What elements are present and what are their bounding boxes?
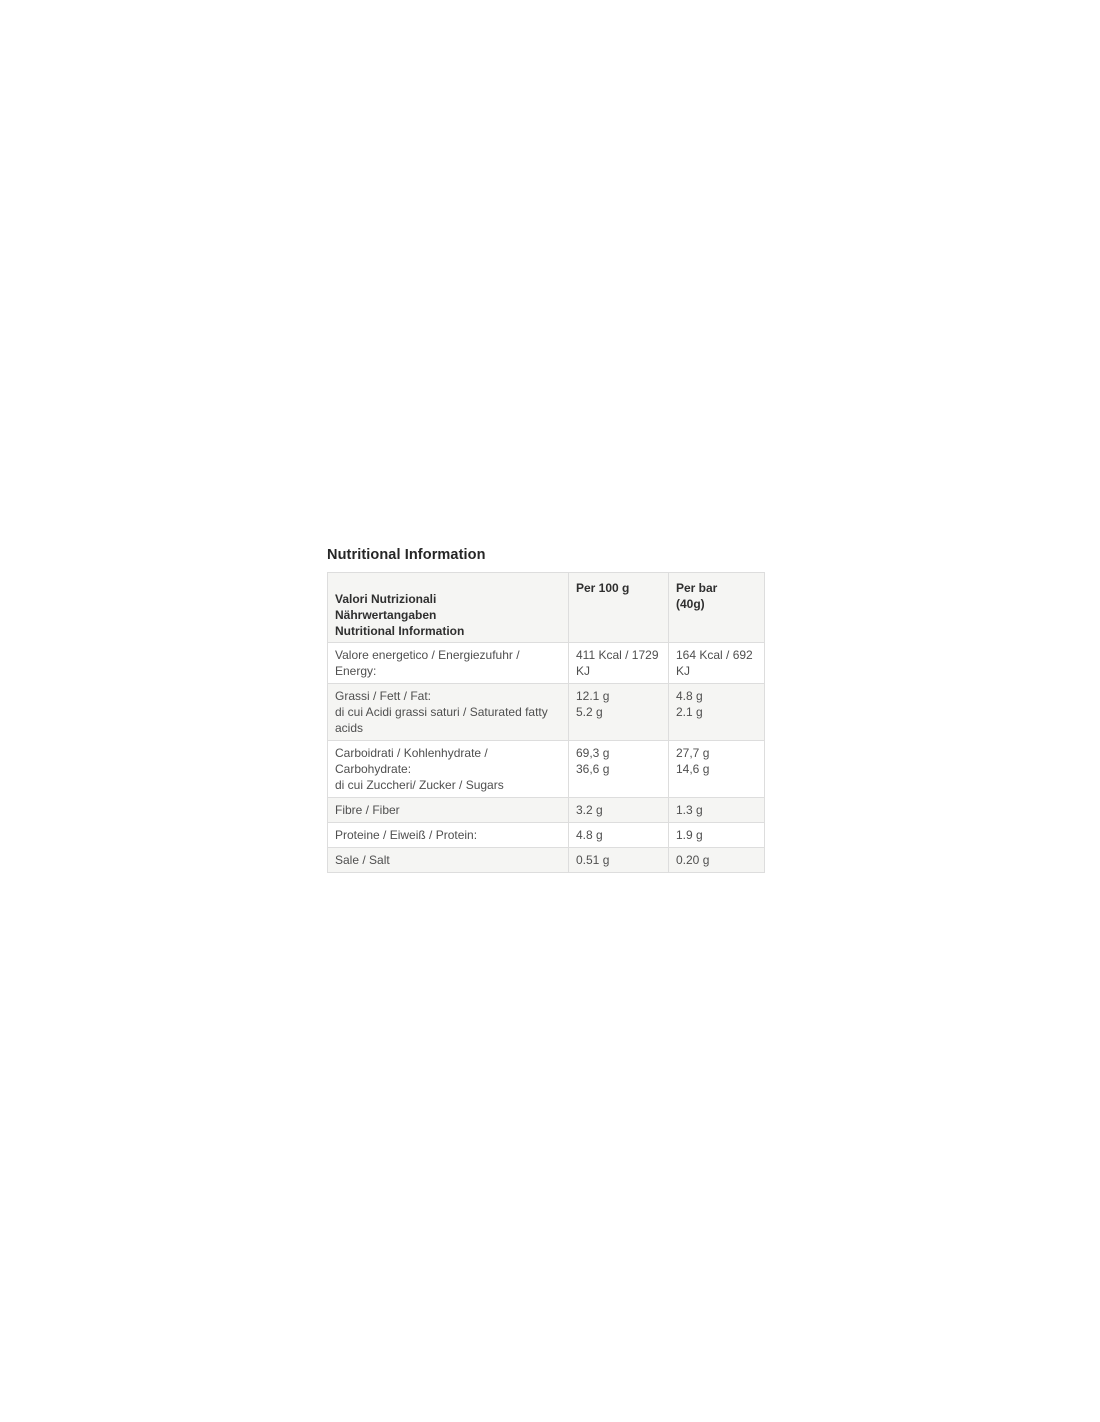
- row-label: Valore energetico / Energiezufuhr / Ener…: [327, 642, 569, 684]
- per100-value: 69,3 g 36,6 g: [568, 740, 669, 798]
- nutrition-section-title: Nutritional Information: [327, 547, 486, 563]
- nutrition-table: Valori Nutrizionali Nährwertangaben Nutr…: [327, 572, 765, 873]
- perbar-value: 0.20 g: [668, 847, 765, 873]
- row-label: Carboidrati / Kohlenhydrate / Carbohydra…: [327, 740, 569, 798]
- perbar-value: 1.9 g: [668, 822, 765, 848]
- table-row-salt: Sale / Salt 0.51 g 0.20 g: [327, 847, 765, 873]
- table-row-fiber: Fibre / Fiber 3.2 g 1.3 g: [327, 797, 765, 823]
- header-cell-labels: Valori Nutrizionali Nährwertangaben Nutr…: [327, 572, 569, 643]
- table-row-carbohydrate: Carboidrati / Kohlenhydrate / Carbohydra…: [327, 740, 765, 798]
- row-label: Grassi / Fett / Fat: di cui Acidi grassi…: [327, 683, 569, 741]
- header-cell-per100: Per 100 g: [568, 572, 669, 643]
- perbar-value: 4.8 g 2.1 g: [668, 683, 765, 741]
- per100-value: 0.51 g: [568, 847, 669, 873]
- table-header-row: Valori Nutrizionali Nährwertangaben Nutr…: [327, 572, 765, 643]
- header-cell-perbar: Per bar (40g): [668, 572, 765, 643]
- row-label: Fibre / Fiber: [327, 797, 569, 823]
- per100-value: 12.1 g 5.2 g: [568, 683, 669, 741]
- per100-value: 4.8 g: [568, 822, 669, 848]
- table-row-protein: Proteine / Eiweiß / Protein: 4.8 g 1.9 g: [327, 822, 765, 848]
- perbar-value: 164 Kcal / 692 KJ: [668, 642, 765, 684]
- nutrition-section: Nutritional Information Valori Nutrizion…: [327, 546, 765, 873]
- perbar-value: 27,7 g 14,6 g: [668, 740, 765, 798]
- per100-value: 411 Kcal / 1729 KJ: [568, 642, 669, 684]
- row-label: Proteine / Eiweiß / Protein:: [327, 822, 569, 848]
- table-row-energy: Valore energetico / Energiezufuhr / Ener…: [327, 642, 765, 684]
- per100-value: 3.2 g: [568, 797, 669, 823]
- table-row-fat: Grassi / Fett / Fat: di cui Acidi grassi…: [327, 683, 765, 741]
- row-label: Sale / Salt: [327, 847, 569, 873]
- perbar-value: 1.3 g: [668, 797, 765, 823]
